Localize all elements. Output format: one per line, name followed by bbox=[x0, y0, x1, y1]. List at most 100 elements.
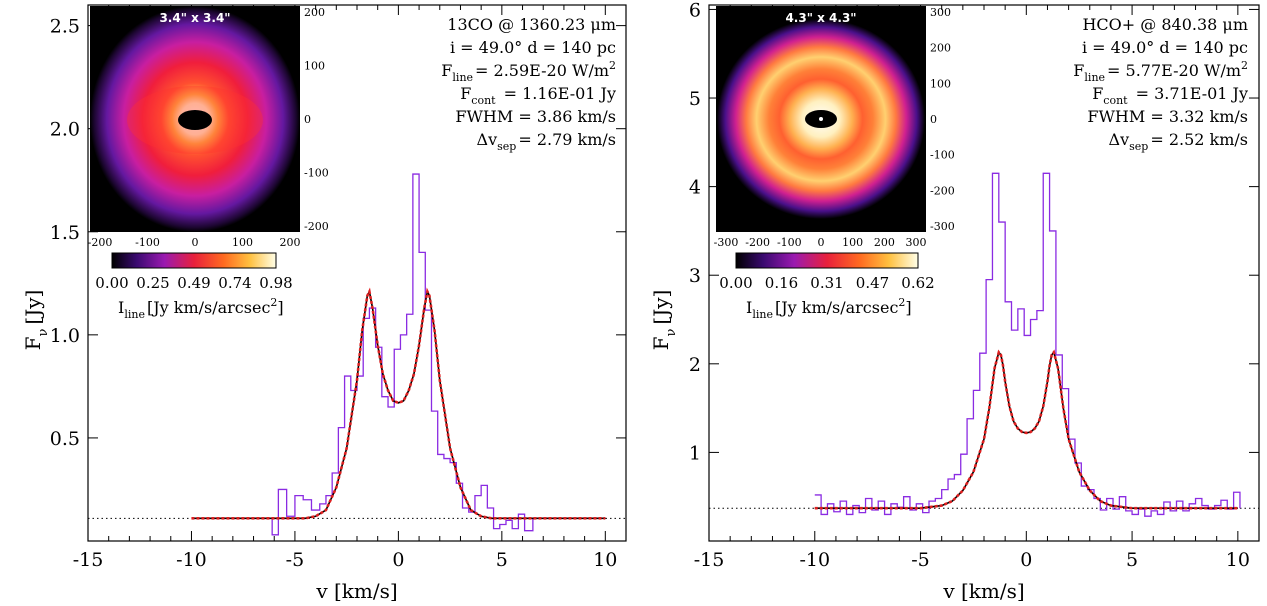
y-tick-label: 1.5 bbox=[50, 222, 80, 244]
inset-x-tick-label: 300 bbox=[906, 236, 927, 249]
model-spectrum-black bbox=[191, 289, 606, 520]
x-tick-labels: -15 -10 -5 0 5 10 bbox=[73, 549, 618, 571]
y-label-unit: [Jy] bbox=[649, 290, 673, 325]
annotation-fline: Fline = 2.59E-20 W/m2 bbox=[441, 59, 616, 84]
y-tick-labels: 1 2 3 4 5 6 bbox=[689, 0, 701, 464]
model-spectrum bbox=[191, 287, 606, 520]
inset-x-tick-label: -200 bbox=[745, 236, 770, 249]
inset-y-tick-label: 300 bbox=[930, 6, 951, 19]
x-tick-label: 10 bbox=[1226, 549, 1250, 571]
inset-y-tick-label: -200 bbox=[304, 220, 329, 233]
central-star bbox=[819, 117, 823, 121]
y-tick-label: 1.0 bbox=[50, 325, 80, 347]
annotation-dvsep: Δvsep = 2.52 km/s bbox=[1109, 130, 1248, 153]
annotation-block: HCO+ @ 840.38 μm i = 49.0° d = 140 pc Fl… bbox=[1073, 15, 1248, 153]
x-tick-label: 0 bbox=[392, 549, 404, 571]
x-tick-label: -15 bbox=[694, 549, 725, 571]
inset-y-tick-label: -100 bbox=[930, 149, 955, 162]
inset-x-tick-label: -300 bbox=[714, 236, 739, 249]
inset-y-tick-label: 100 bbox=[304, 60, 325, 73]
colorbar bbox=[735, 252, 919, 269]
inset-y-tick-label: 0 bbox=[930, 113, 937, 126]
panel-hco: -15 -10 -5 0 5 10 1 2 3 4 5 6 v [km/s] Fν [Jy] HCO+… bbox=[649, 0, 1260, 603]
x-tick-label: 0 bbox=[1020, 549, 1032, 571]
inset-x-ticks: -200 -100 0 100 200 bbox=[88, 236, 301, 249]
annotation-block: 13CO @ 1360.23 μm i = 49.0° d = 140 pc F… bbox=[441, 15, 616, 153]
model-spectrum bbox=[814, 349, 1238, 510]
panel-13co: -15 -10 -5 0 5 10 0.5 1.0 1.5 2.0 2.5 v [km/s] Fν… bbox=[21, 4, 627, 603]
annotation-line2: i = 49.0° d = 140 pc bbox=[1082, 38, 1248, 57]
disk-inner-hole bbox=[178, 110, 212, 130]
colorbar-tick-label: 0.31 bbox=[810, 274, 843, 292]
inset-x-tick-label: 0 bbox=[818, 236, 825, 249]
svg-text:Fν[Jy]: Fν [Jy] bbox=[649, 290, 679, 351]
inset-x-tick-label: 200 bbox=[874, 236, 895, 249]
inset-x-tick-label: 0 bbox=[192, 236, 199, 249]
annotation-line2: i = 49.0° d = 140 pc bbox=[450, 38, 616, 57]
colorbar-label: Iline [Jy km/s/arcsec2] bbox=[118, 296, 284, 321]
y-label-sub: ν bbox=[664, 328, 679, 336]
inset-y-ticks: 200 100 0 -100 -200 bbox=[304, 6, 329, 233]
inset-x-tick-label: -100 bbox=[135, 236, 160, 249]
inset-y-tick-label: 200 bbox=[930, 42, 951, 55]
x-axis-label: v [km/s] bbox=[942, 579, 1024, 603]
inset-image: 3.4" x 3.4" -200 -100 0 100 200 2001000-100-… bbox=[88, 6, 329, 321]
inset-image: 4.3" x 4.3" -300 -200 -100 0 100 200 300 300 20… bbox=[714, 6, 955, 321]
x-tick-label: 10 bbox=[593, 549, 617, 571]
observed-spectrum bbox=[191, 173, 606, 536]
x-axis-label: v [km/s] bbox=[315, 579, 397, 603]
annotation-fcont: Fcont = 3.71E-01 Jy bbox=[1092, 84, 1248, 107]
inset-y-tick-label: -200 bbox=[930, 184, 955, 197]
y-tick-label: 2.0 bbox=[50, 119, 80, 141]
colorbar bbox=[111, 252, 277, 269]
y-label-main: F bbox=[21, 336, 45, 350]
inset-y-tick-label: -300 bbox=[930, 220, 955, 233]
colorbar-tick-label: 0.74 bbox=[218, 274, 251, 292]
annotation-line1: HCO+ @ 840.38 μm bbox=[1082, 15, 1248, 34]
inset-y-tick-label: 0 bbox=[304, 113, 311, 126]
annotation-fline: Fline = 5.77E-20 W/m2 bbox=[1073, 59, 1248, 84]
x-tick-label: 5 bbox=[496, 549, 508, 571]
x-tick-label: -10 bbox=[176, 549, 207, 571]
inset-y-tick-label: 100 bbox=[930, 77, 951, 90]
inset-y-ticks: 300 200 100 0 -100 -200 -300 bbox=[930, 6, 955, 233]
colorbar-tick-label: 0.00 bbox=[719, 274, 752, 292]
inset-x-ticks: -300 -200 -100 0 100 200 300 bbox=[714, 236, 927, 249]
colorbar-tick-label: 0.25 bbox=[136, 274, 169, 292]
y-label-main: F bbox=[649, 336, 673, 350]
x-tick-label: -15 bbox=[73, 549, 104, 571]
y-tick-label: 2.5 bbox=[50, 16, 80, 38]
x-tick-label: 5 bbox=[1126, 549, 1138, 571]
x-tick-labels: -15 -10 -5 0 5 10 bbox=[694, 549, 1250, 571]
y-tick-label: 4 bbox=[689, 177, 701, 199]
inset-x-tick-label: 200 bbox=[280, 236, 301, 249]
inset-x-tick-label: -200 bbox=[88, 236, 113, 249]
y-tick-label: 5 bbox=[689, 88, 701, 110]
model-spectrum-black bbox=[814, 350, 1238, 510]
annotation-line1: 13CO @ 1360.23 μm bbox=[447, 15, 616, 34]
y-tick-label: 0.5 bbox=[50, 428, 80, 450]
y-tick-label: 6 bbox=[689, 0, 701, 21]
colorbar-tick-labels: 0.00 0.25 0.49 0.74 0.98 bbox=[95, 274, 292, 292]
inset-title: 4.3" x 4.3" bbox=[785, 11, 856, 25]
annotation-fwhm: FWHM = 3.86 km/s bbox=[455, 107, 616, 126]
svg-text:Fν[Jy]: Fν [Jy] bbox=[21, 290, 51, 351]
y-tick-label: 3 bbox=[689, 265, 701, 287]
inset-y-tick-label: -100 bbox=[304, 167, 329, 180]
x-tick-label: -5 bbox=[286, 549, 305, 571]
y-tick-label: 2 bbox=[689, 354, 701, 376]
y-label-sub: ν bbox=[36, 328, 51, 336]
inset-y-tick-label: 200 bbox=[304, 6, 325, 19]
annotation-fcont: Fcont = 1.16E-01 Jy bbox=[460, 84, 616, 107]
inset-x-tick-label: 100 bbox=[232, 236, 253, 249]
annotation-fwhm: FWHM = 3.32 km/s bbox=[1087, 107, 1248, 126]
colorbar-tick-label: 0.16 bbox=[765, 274, 798, 292]
colorbar-tick-label: 0.98 bbox=[259, 274, 292, 292]
y-axis-label: Fν [Jy] bbox=[21, 290, 51, 351]
colorbar-tick-label: 0.62 bbox=[901, 274, 934, 292]
y-axis-label: Fν [Jy] bbox=[649, 290, 679, 351]
inset-x-tick-label: -100 bbox=[777, 236, 802, 249]
x-tick-label: -10 bbox=[799, 549, 830, 571]
y-label-unit: [Jy] bbox=[21, 290, 45, 325]
